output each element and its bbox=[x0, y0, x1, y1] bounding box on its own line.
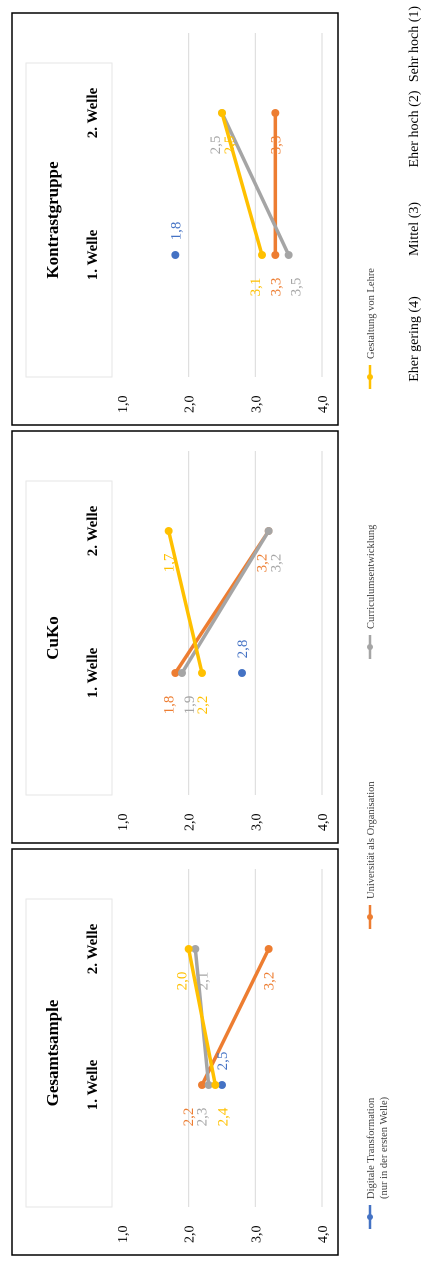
data-point-lehre bbox=[218, 109, 226, 117]
data-label-uni: 3,2 bbox=[262, 972, 278, 991]
y-tick-label: 2,0 bbox=[183, 814, 198, 832]
scale-label: Eher hoch (2) bbox=[407, 90, 422, 167]
data-label-curr: 3,2 bbox=[269, 554, 285, 573]
y-tick-label: 2,0 bbox=[183, 396, 198, 414]
data-label-curr: 3,5 bbox=[289, 278, 305, 297]
data-point-digital bbox=[238, 669, 246, 677]
category-label: 2. Welle bbox=[85, 87, 101, 138]
data-label-curr: 2,5 bbox=[208, 136, 224, 155]
legend-marker-lehre bbox=[367, 374, 373, 380]
series-line-lehre bbox=[186, 947, 218, 1087]
data-label-uni: 3,3 bbox=[268, 136, 284, 155]
data-label-lehre: 1,7 bbox=[162, 553, 178, 572]
data-point-uni bbox=[271, 109, 280, 117]
title-box bbox=[25, 480, 113, 796]
data-point-curr bbox=[204, 1081, 213, 1089]
data-label-uni: 3,2 bbox=[255, 554, 271, 573]
panel-kontrastgruppe: 1,0 2,0 3,0 4,0 Kontrastgruppe 1. Welle 2. Wel… bbox=[11, 12, 339, 426]
data-label-lehre: 2,2 bbox=[195, 696, 211, 715]
y-tick-label: 2,0 bbox=[183, 1226, 198, 1244]
data-point-digital bbox=[171, 251, 180, 259]
data-point-lehre bbox=[198, 669, 206, 677]
data-label-lehre: 2,5 bbox=[222, 136, 238, 155]
data-label-uni: 2,2 bbox=[181, 1108, 197, 1127]
data-point-curr bbox=[264, 527, 273, 535]
series-line-lehre bbox=[220, 111, 264, 257]
y-tick-label: 3,0 bbox=[249, 1226, 264, 1244]
title-box bbox=[25, 62, 113, 378]
legend-label: Gestaltung von Lehre bbox=[366, 268, 377, 359]
scale-label: Eher gering (4) bbox=[407, 296, 422, 382]
data-point-lehre bbox=[211, 1081, 220, 1089]
data-label-digital: 2,5 bbox=[215, 1052, 231, 1071]
legend-marker-digital bbox=[367, 1214, 373, 1220]
category-label: 1. Welle bbox=[85, 229, 101, 280]
category-label: 1. Welle bbox=[85, 647, 101, 698]
legend-marker-uni bbox=[367, 914, 373, 920]
panel-title: Kontrastgruppe bbox=[43, 161, 62, 279]
scale-label: Sehr hoch (1) bbox=[407, 6, 422, 83]
data-label-digital: 1,8 bbox=[168, 222, 184, 241]
legend-label: Curriculumsentwicklung bbox=[366, 524, 377, 629]
category-label: 2. Welle bbox=[85, 505, 101, 556]
data-label-curr: 2,1 bbox=[195, 972, 211, 991]
data-label-digital: 2,8 bbox=[235, 640, 251, 659]
data-point-lehre bbox=[184, 945, 193, 953]
panel-title: CuKo bbox=[43, 616, 62, 659]
title-box bbox=[25, 898, 113, 1208]
y-tick-label: 4,0 bbox=[316, 396, 331, 414]
y-tick-label: 4,0 bbox=[316, 1226, 331, 1244]
data-point-curr bbox=[284, 251, 293, 259]
data-label-uni: 3,3 bbox=[268, 278, 284, 297]
series-line-uni bbox=[200, 947, 271, 1087]
data-label-curr: 1,9 bbox=[182, 696, 198, 715]
data-point-curr bbox=[191, 945, 200, 953]
y-tick-label: 1,0 bbox=[116, 396, 131, 414]
data-point-uni bbox=[271, 251, 280, 259]
scale-labels: Sehr hoch (1) Eher hoch (2) Mittel (3) Eher… bbox=[407, 6, 422, 382]
data-point-lehre bbox=[164, 527, 173, 535]
legend-sublabel: (nur in der ersten Welle) bbox=[379, 1096, 390, 1199]
legend-label: Universität als Organisation bbox=[366, 781, 377, 899]
y-tick-label: 4,0 bbox=[316, 814, 331, 832]
data-point-uni bbox=[264, 945, 273, 953]
panel-title: Gesamtsample bbox=[43, 999, 62, 1106]
series-line-curr bbox=[220, 111, 291, 257]
data-point-uni bbox=[171, 669, 180, 677]
legend-label: Digitale Transformation bbox=[366, 1097, 377, 1199]
scale-label: Mittel (3) bbox=[407, 202, 422, 256]
data-label-lehre: 3,1 bbox=[248, 278, 264, 297]
y-tick-label: 3,0 bbox=[249, 396, 264, 414]
data-point-lehre bbox=[258, 251, 266, 259]
data-point-digital bbox=[218, 1081, 226, 1089]
legend-marker-curr bbox=[367, 644, 373, 650]
data-label-uni: 1,8 bbox=[161, 696, 177, 715]
data-label-lehre: 2,4 bbox=[215, 1107, 231, 1126]
y-tick-label: 3,0 bbox=[249, 814, 264, 832]
panel-gesamtsample: 1,0 2,0 3,0 4,0 Gesamtsample 1. Welle 2. Welle… bbox=[11, 848, 339, 1256]
data-label-curr: 2,3 bbox=[195, 1108, 211, 1127]
series-line-lehre bbox=[166, 529, 204, 675]
y-tick-label: 1,0 bbox=[116, 814, 131, 832]
category-label: 1. Welle bbox=[85, 1059, 101, 1110]
data-point-curr bbox=[178, 669, 186, 677]
data-point-uni bbox=[198, 1081, 206, 1089]
data-label-lehre: 2,0 bbox=[175, 972, 191, 991]
category-label: 2. Welle bbox=[85, 923, 101, 974]
y-tick-label: 1,0 bbox=[116, 1226, 131, 1244]
legend: Digitale Transformation (nur in der erste… bbox=[366, 268, 390, 1229]
